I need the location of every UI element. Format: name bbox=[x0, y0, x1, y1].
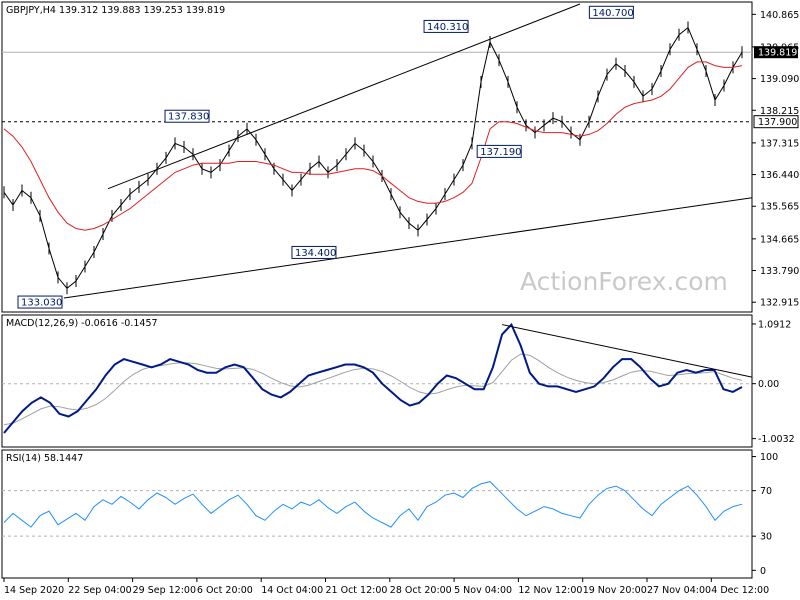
rsi-label: RSI(14) 58.1447 bbox=[6, 453, 83, 464]
rsi-tick-label: 0 bbox=[760, 566, 766, 577]
annotation-label: 140.700 bbox=[592, 8, 633, 19]
macd-line bbox=[3, 322, 743, 434]
x-tick-label: 14 Sep 2020 bbox=[4, 585, 64, 596]
price-tick-label: 139.090 bbox=[760, 74, 799, 85]
annotation-box bbox=[291, 245, 337, 259]
macd-signal bbox=[3, 353, 743, 426]
price-tick-label: 132.915 bbox=[760, 298, 799, 309]
annotation-label: 134.400 bbox=[295, 248, 336, 259]
x-tick-label: 14 Oct 04:00 bbox=[261, 585, 323, 596]
rsi-line bbox=[3, 481, 743, 528]
x-tick-label: 21 Oct 12:00 bbox=[326, 585, 388, 596]
annotation-box bbox=[17, 295, 63, 309]
support-label: 137.900 bbox=[758, 117, 797, 128]
annotation-label: 140.310 bbox=[427, 22, 468, 33]
annotation-box bbox=[164, 109, 210, 123]
rsi-tick-label: 30 bbox=[760, 532, 772, 543]
price-tick-label: 136.440 bbox=[760, 170, 799, 181]
price-tick-label: 138.215 bbox=[760, 106, 799, 117]
macd-tick-label: -1.0032 bbox=[758, 434, 795, 445]
rsi-tick-label: 70 bbox=[760, 486, 772, 497]
annotation-box bbox=[588, 5, 634, 19]
price-tick-label: 137.315 bbox=[760, 138, 799, 149]
annotation-label: 137.190 bbox=[480, 147, 521, 158]
price-tick-label: 140.865 bbox=[760, 10, 799, 21]
annotation-box bbox=[423, 19, 469, 33]
x-tick-label: 5 Nov 04:00 bbox=[454, 585, 512, 596]
support-label-bg bbox=[753, 115, 799, 129]
price-tick-label: 134.665 bbox=[760, 234, 799, 245]
moving-average bbox=[3, 61, 743, 231]
symbol-header: GBPJPY,H4 139.312 139.883 139.253 139.81… bbox=[6, 5, 225, 16]
x-tick-label: 22 Sep 04:00 bbox=[68, 585, 131, 596]
upper-channel-line bbox=[107, 3, 581, 190]
watermark: ActionForex.com bbox=[520, 267, 728, 296]
price-tick-label: 135.565 bbox=[760, 202, 799, 213]
x-tick-label: 29 Sep 12:00 bbox=[133, 585, 196, 596]
x-tick-label: 27 Nov 04:00 bbox=[647, 585, 711, 596]
current-price-label-bg bbox=[754, 46, 798, 59]
macd-tick-label: 1.0912 bbox=[758, 319, 791, 330]
x-tick-label: 6 Oct 20:00 bbox=[197, 585, 253, 596]
annotation-label: 137.830 bbox=[168, 112, 209, 123]
rsi-panel bbox=[1, 449, 753, 579]
x-tick-label: 12 Nov 12:00 bbox=[518, 585, 582, 596]
macd-tick-label: 0.00 bbox=[758, 379, 779, 390]
x-tick-label: 19 Nov 20:00 bbox=[583, 585, 647, 596]
macd-panel bbox=[1, 314, 753, 448]
annotation-label: 133.030 bbox=[21, 298, 62, 309]
rsi-tick-label: 100 bbox=[760, 452, 778, 463]
macd-label: MACD(12,26,9) -0.0616 -0.1457 bbox=[6, 318, 158, 329]
lower-channel-line bbox=[63, 197, 753, 299]
x-tick-label: 4 Dec 12:00 bbox=[711, 585, 769, 596]
macd-divergence-line bbox=[501, 324, 753, 378]
x-tick-label: 28 Oct 20:00 bbox=[390, 585, 452, 596]
price-panel bbox=[1, 1, 753, 313]
current-price-label: 139.819 bbox=[758, 48, 797, 59]
price-tick-label: 133.790 bbox=[760, 266, 799, 277]
annotation-box bbox=[476, 144, 522, 158]
